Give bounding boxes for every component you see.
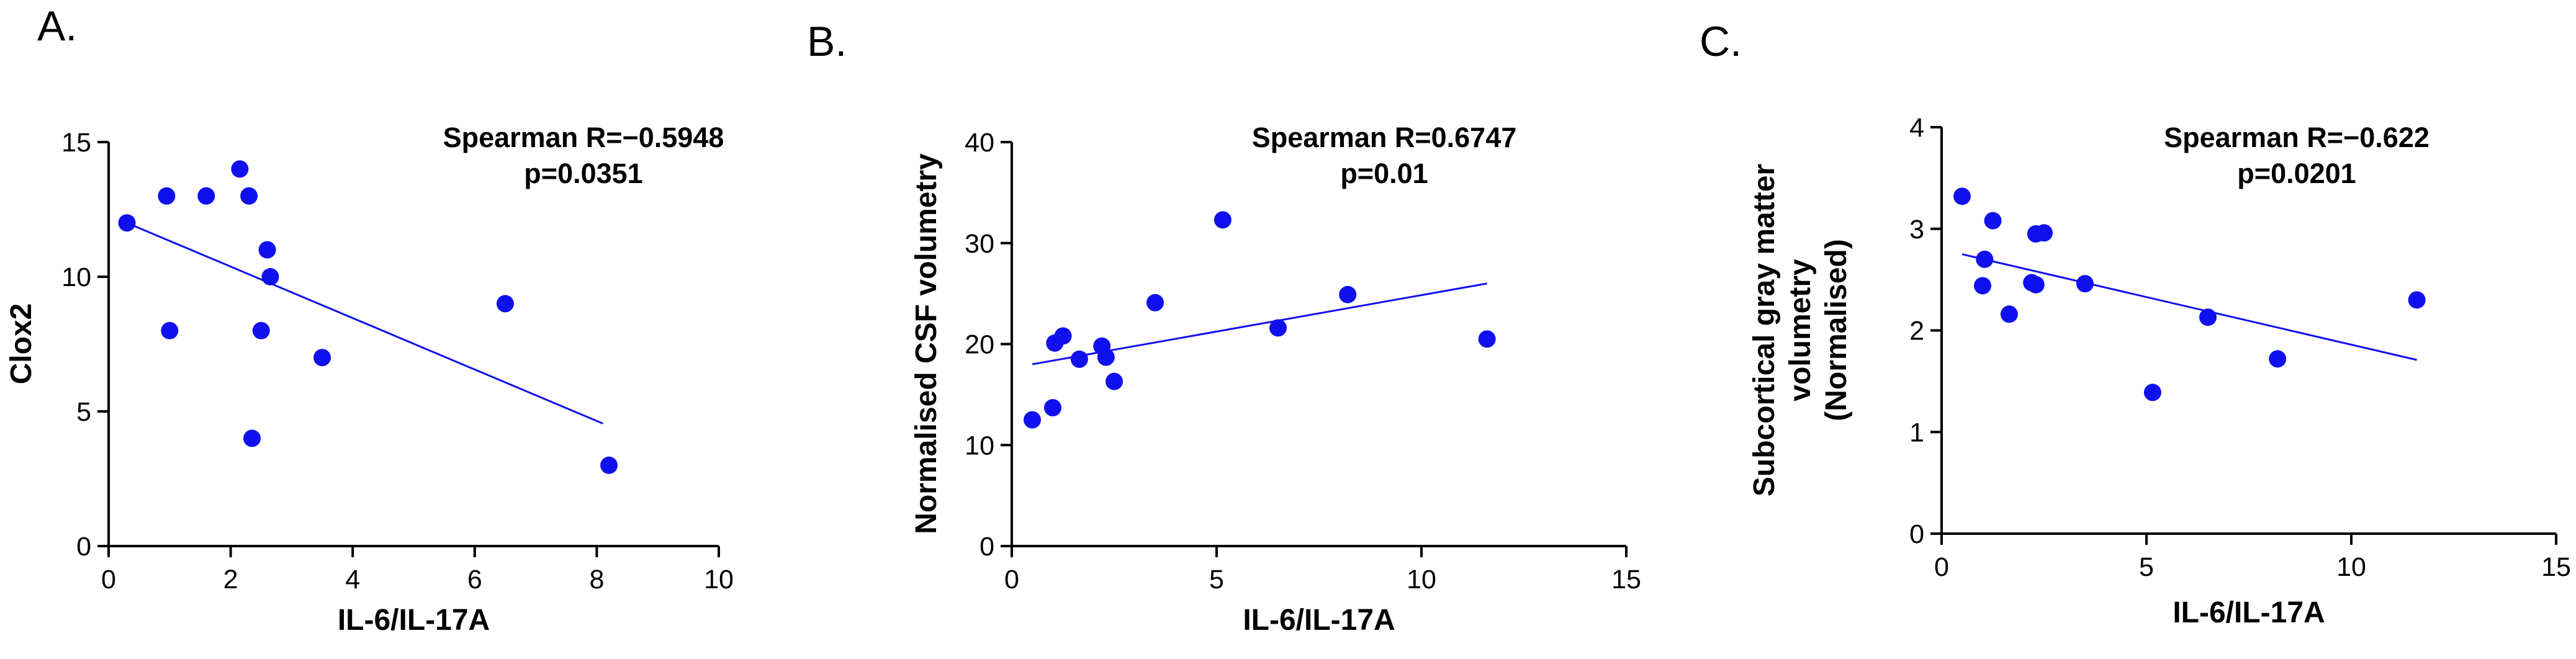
data-point	[1976, 250, 1994, 268]
data-point	[2408, 291, 2426, 309]
data-point	[2076, 275, 2094, 293]
data-point	[231, 160, 249, 178]
x-tick-label: 10	[1407, 565, 1436, 594]
y-axis-title: Normalised CSF volumetry	[910, 153, 943, 534]
y-tick-label: 40	[965, 128, 994, 158]
x-axis-title: IL-6/IL-17A	[2173, 596, 2325, 629]
data-point	[1146, 294, 1164, 312]
data-point	[1269, 319, 1287, 337]
y-tick-label: 2	[1909, 316, 1924, 346]
data-point	[1953, 187, 1971, 205]
data-point	[118, 214, 136, 232]
x-tick-label: 10	[704, 565, 734, 594]
p-value-annotation: p=0.0351	[524, 158, 642, 189]
data-point	[1097, 348, 1115, 366]
data-point	[1106, 372, 1123, 390]
panel-label: B.	[807, 18, 847, 65]
data-point	[252, 321, 270, 339]
data-point	[1984, 212, 2002, 230]
data-point	[313, 349, 331, 367]
data-point	[1070, 350, 1088, 368]
data-point	[600, 456, 618, 474]
data-point	[261, 268, 279, 285]
x-tick-label: 0	[1004, 565, 1019, 594]
data-point	[197, 187, 215, 205]
y-tick-label: 10	[61, 262, 91, 292]
x-tick-label: 15	[2541, 552, 2571, 582]
x-axis-title: IL-6/IL-17A	[1243, 604, 1395, 637]
x-axis-title: IL-6/IL-17A	[338, 604, 490, 637]
y-tick-label: 10	[965, 431, 994, 460]
data-point	[258, 241, 276, 259]
y-axis-title-line: Subcortical gray matter	[1748, 164, 1781, 496]
x-tick-label: 10	[2336, 552, 2366, 582]
panel-label: A.	[37, 2, 77, 50]
x-tick-label: 5	[1209, 565, 1224, 594]
y-tick-label: 4	[1909, 113, 1924, 143]
x-tick-label: 4	[345, 565, 360, 594]
data-point	[158, 187, 176, 205]
data-point	[1478, 330, 1496, 348]
data-point	[1214, 211, 1232, 229]
regression-line	[1961, 253, 2417, 361]
data-point	[2027, 276, 2045, 294]
y-tick-label: 1	[1909, 418, 1924, 447]
y-tick-label: 0	[76, 532, 91, 562]
y-axis-title-line: volumetry	[1784, 259, 1817, 401]
y-tick-label: 20	[965, 330, 994, 360]
data-point	[1974, 277, 1991, 295]
data-point	[1339, 285, 1357, 303]
data-point	[161, 321, 179, 339]
y-tick-label: 15	[61, 128, 91, 158]
x-tick-label: 6	[467, 565, 482, 594]
data-point	[496, 295, 514, 313]
p-value-annotation: p=0.01	[1340, 158, 1428, 189]
data-point	[2199, 308, 2217, 326]
data-point	[240, 187, 258, 205]
data-point	[2035, 224, 2053, 242]
chart-panel-b: B. 0 10 20 30 40 0 5 10 15 IL-6/IL-17A Normalised C…	[807, 18, 1641, 637]
spearman-r-annotation: Spearman R=0.6747	[1252, 122, 1517, 153]
p-value-annotation: p=0.0201	[2237, 158, 2356, 189]
y-tick-label: 5	[76, 397, 91, 427]
data-point	[1044, 399, 1061, 417]
data-point	[2269, 350, 2287, 368]
data-point	[1054, 327, 1072, 345]
panel-label: C.	[1700, 18, 1742, 65]
data-point	[2000, 305, 2018, 323]
y-tick-label: 3	[1909, 215, 1924, 244]
x-tick-label: 2	[223, 565, 238, 594]
y-tick-label: 0	[1909, 519, 1924, 549]
spearman-r-annotation: Spearman R=−0.5948	[443, 122, 724, 153]
y-axis-title: Clox2	[5, 303, 38, 385]
spearman-r-annotation: Spearman R=−0.622	[2164, 122, 2430, 153]
y-axis-title-line: (Normalised)	[1820, 239, 1853, 421]
data-point	[243, 429, 261, 447]
y-tick-label: 30	[965, 229, 994, 259]
x-tick-label: 15	[1611, 565, 1641, 594]
x-tick-label: 0	[101, 565, 116, 594]
data-point	[2143, 383, 2161, 401]
x-tick-label: 8	[589, 565, 604, 594]
y-axis-title: Subcortical gray matter volumetry (Normali…	[1748, 164, 1853, 496]
x-tick-label: 5	[2139, 552, 2154, 582]
chart-panel-c: C. 0 1 2 3 4 0 5 10 15 IL-6/IL-17A Subcortical gray…	[1700, 18, 2571, 629]
y-tick-label: 0	[980, 532, 994, 562]
data-point	[1024, 411, 1041, 429]
regression-line	[126, 222, 603, 424]
x-tick-label: 0	[1934, 552, 1949, 582]
chart-panel-a: A. 0 5 10 15 0 2 4 6 8 10 IL-6/IL-17A Clox2 Spearman …	[5, 2, 734, 637]
